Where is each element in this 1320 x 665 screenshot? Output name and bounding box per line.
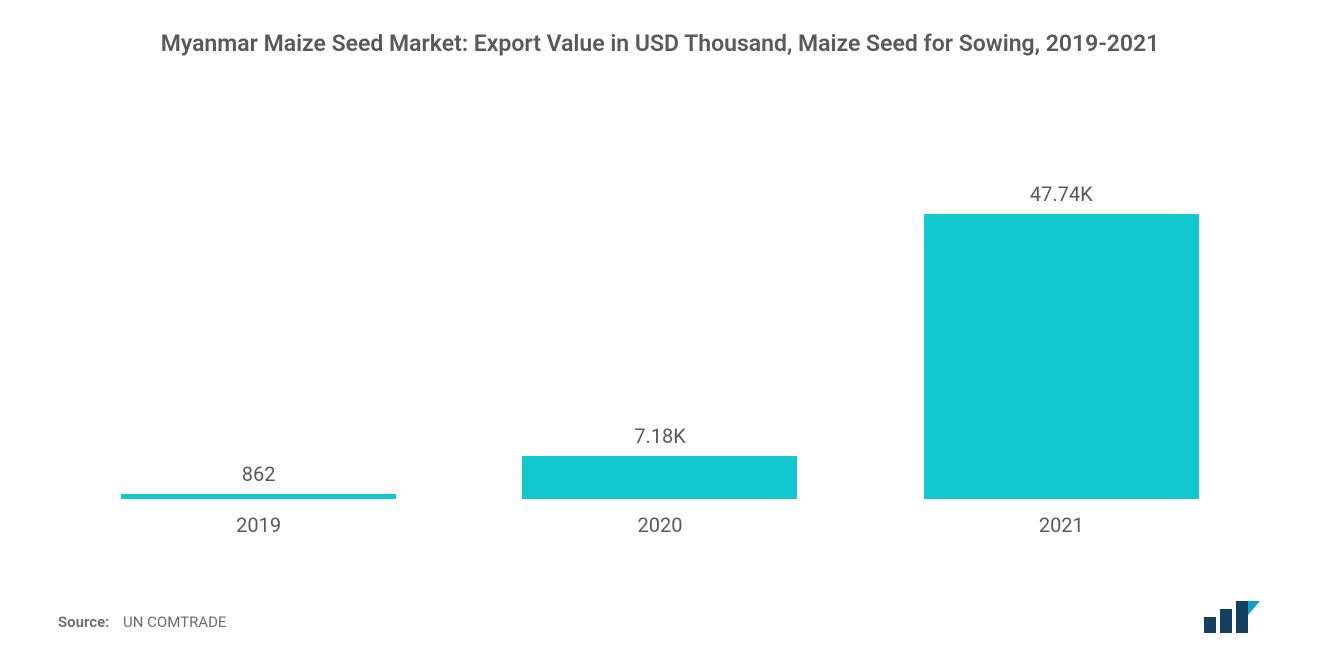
category-label: 2019 (58, 513, 459, 537)
bar-2019 (121, 494, 396, 499)
chart-title: Myanmar Maize Seed Market: Export Value … (58, 28, 1262, 59)
category-labels-row: 2019 2020 2021 (58, 513, 1262, 537)
bar-group-2021: 47.74K (861, 182, 1262, 499)
source-text: UN COMTRADE (123, 613, 226, 631)
brand-logo (1202, 601, 1262, 635)
category-label: 2020 (459, 513, 860, 537)
source-label: Source: (58, 613, 109, 631)
category-label: 2021 (861, 513, 1262, 537)
bars-row: 862 7.18K 47.74K (58, 119, 1262, 499)
bar-value-label: 7.18K (634, 424, 686, 448)
bars-logo-icon (1202, 601, 1262, 635)
bar-value-label: 862 (242, 462, 276, 486)
chart-plot-area: 862 7.18K 47.74K (58, 119, 1262, 499)
source-attribution: Source: UN COMTRADE (58, 613, 226, 631)
bar-group-2019: 862 (58, 462, 459, 499)
chart-canvas: Myanmar Maize Seed Market: Export Value … (0, 0, 1320, 665)
bar-2020 (522, 456, 797, 499)
bar-2021 (924, 214, 1199, 499)
bar-group-2020: 7.18K (459, 424, 860, 499)
bar-value-label: 47.74K (1030, 182, 1093, 206)
